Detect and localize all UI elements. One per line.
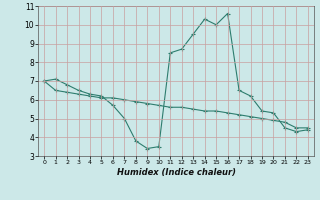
X-axis label: Humidex (Indice chaleur): Humidex (Indice chaleur) <box>116 168 236 177</box>
